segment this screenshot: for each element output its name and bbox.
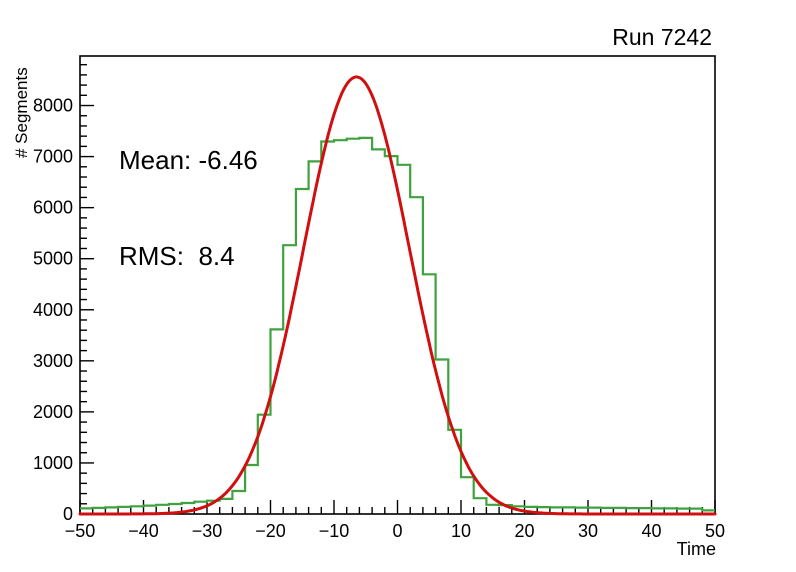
x-tick-label: −40: [128, 521, 159, 541]
fit-curve: [78, 75, 717, 516]
x-tick-label: 40: [641, 521, 661, 541]
plot-title: Run 7242: [612, 24, 712, 50]
plot-frame: [79, 55, 716, 515]
y-tick-label: 1000: [33, 453, 73, 473]
x-tick-label: 50: [705, 521, 725, 541]
x-tick-label: −30: [192, 521, 223, 541]
x-tick-label: −20: [255, 521, 286, 541]
y-axis-title: # Segments: [12, 67, 31, 158]
x-tick-label: 20: [514, 521, 534, 541]
y-tick-label: 0: [63, 504, 73, 524]
y-tick-label: 5000: [33, 249, 73, 269]
y-tick-label: 7000: [33, 147, 73, 167]
stats-box: Mean: -6.46 RMS: 8.4: [119, 80, 258, 336]
y-tick-label: 8000: [33, 96, 73, 116]
y-tick-label: 6000: [33, 198, 73, 218]
x-tick-label: −10: [319, 521, 350, 541]
x-tick-label: 10: [451, 521, 471, 541]
x-tick-label: −50: [65, 521, 96, 541]
stat-rms: RMS: 8.4: [119, 241, 235, 271]
histogram-line: [80, 136, 715, 512]
x-tick-label: 30: [578, 521, 598, 541]
x-axis-title: Time: [676, 539, 716, 559]
stat-mean: Mean: -6.46: [119, 145, 258, 175]
y-tick-label: 4000: [33, 300, 73, 320]
y-tick-label: 2000: [33, 402, 73, 422]
x-tick-label: 0: [392, 521, 402, 541]
y-tick-label: 3000: [33, 351, 73, 371]
